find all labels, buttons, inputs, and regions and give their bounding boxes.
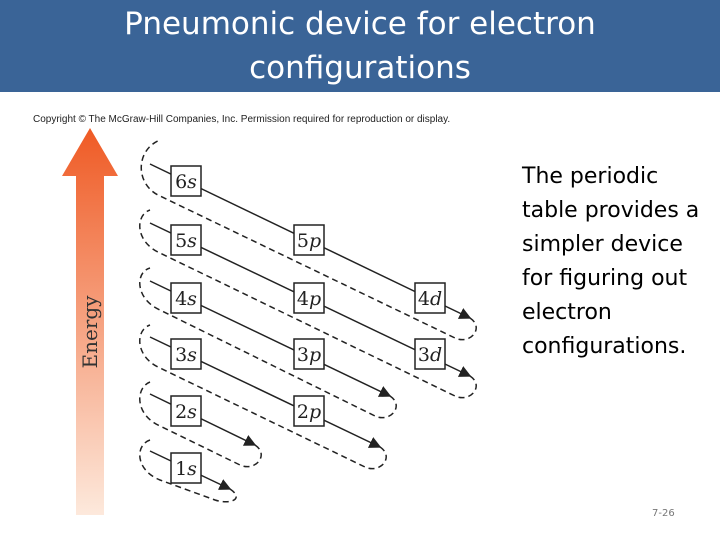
orbital-label: 5p bbox=[297, 230, 321, 252]
dashed-returns bbox=[139, 139, 477, 503]
orbital-box bbox=[170, 282, 202, 314]
orbital-box bbox=[414, 282, 446, 314]
orbital-l: s bbox=[187, 288, 197, 310]
orbital-n: 3 bbox=[297, 344, 309, 366]
orbital-n: 2 bbox=[297, 401, 309, 423]
orbital-l: p bbox=[309, 288, 321, 310]
orbital-n: 1 bbox=[175, 458, 187, 480]
orbital-l: p bbox=[309, 230, 321, 252]
orbital-n: 2 bbox=[175, 401, 187, 423]
orbital-n: 4 bbox=[297, 288, 309, 310]
copyright: Copyright © The McGraw-Hill Companies, I… bbox=[33, 114, 451, 125]
orbital-label: 4s bbox=[175, 288, 197, 310]
orbital-box bbox=[414, 338, 446, 370]
orbital-label: 2s bbox=[175, 401, 197, 423]
body-text: The periodic table provides a simpler de… bbox=[522, 164, 700, 359]
orbital-l: d bbox=[430, 344, 442, 366]
orbital-l: s bbox=[187, 171, 197, 193]
orbital-n: 3 bbox=[175, 344, 187, 366]
orbital-box bbox=[170, 165, 202, 197]
orbital-box bbox=[170, 452, 202, 484]
orbital-n: 5 bbox=[297, 230, 309, 252]
orbital-box bbox=[293, 224, 325, 256]
page-number: 7-26 bbox=[652, 508, 675, 519]
orbital-l: d bbox=[430, 288, 442, 310]
orbital-n: 4 bbox=[418, 288, 430, 310]
energy-arrow bbox=[62, 128, 118, 515]
orbital-box bbox=[170, 395, 202, 427]
orbital-label: 1s bbox=[175, 458, 197, 480]
title-bar bbox=[0, 0, 720, 92]
orbital-box bbox=[170, 224, 202, 256]
orbital-label: 4d bbox=[418, 288, 442, 310]
orbital-l: s bbox=[187, 230, 197, 252]
orbital-n: 3 bbox=[418, 344, 430, 366]
slide-title: Pneumonic device for electron configurat… bbox=[124, 6, 596, 86]
orbital-label: 5s bbox=[175, 230, 197, 252]
orbital-n: 4 bbox=[175, 288, 187, 310]
orbital-n: 6 bbox=[175, 171, 187, 193]
orbital-l: s bbox=[187, 344, 197, 366]
orbital-label: 3s bbox=[175, 344, 197, 366]
orbital-label: 3d bbox=[418, 344, 442, 366]
orbital-l: s bbox=[187, 401, 197, 423]
orbital-label: 2p bbox=[297, 401, 321, 423]
orbital-label: 4p bbox=[297, 288, 321, 310]
orbital-l: p bbox=[309, 401, 321, 423]
axis-label: Energy bbox=[78, 295, 102, 369]
orbital-box bbox=[293, 395, 325, 427]
orbital-l: p bbox=[309, 344, 321, 366]
orbital-box bbox=[170, 338, 202, 370]
orbital-box bbox=[293, 338, 325, 370]
orbital-box bbox=[293, 282, 325, 314]
orbital-label: 3p bbox=[297, 344, 321, 366]
orbital-label: 6s bbox=[175, 171, 197, 193]
orbital-n: 5 bbox=[175, 230, 187, 252]
orbital-l: s bbox=[187, 458, 197, 480]
